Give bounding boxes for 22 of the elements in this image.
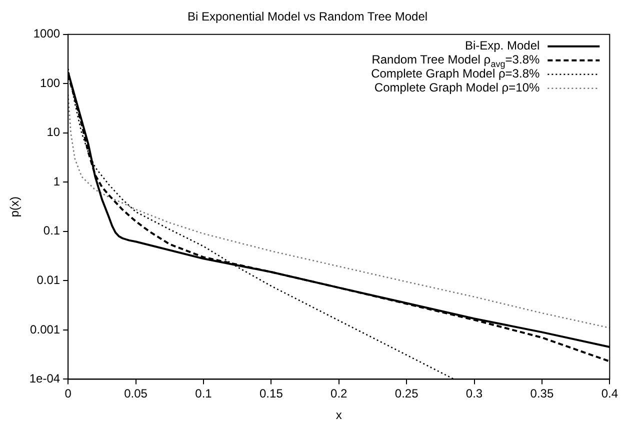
y-tick-label: 0.01 xyxy=(36,273,60,287)
y-tick-label: 10 xyxy=(46,125,60,140)
x-tick-label: 0.1 xyxy=(195,386,212,401)
x-tick-label: 0.05 xyxy=(124,386,148,401)
x-tick-label: 0.15 xyxy=(260,386,284,401)
y-tick-label: 0.001 xyxy=(30,322,60,336)
y-tick-label: 1000 xyxy=(33,26,60,41)
y-tick-label: 100 xyxy=(40,76,60,90)
y-axis-title: p(x) xyxy=(8,196,22,218)
y-tick-label: 0.1 xyxy=(43,224,60,238)
x-tick-label: 0.2 xyxy=(330,386,348,401)
chart-title: Bi Exponential Model vs Random Tree Model xyxy=(187,10,428,24)
x-tick-label: 0.35 xyxy=(530,386,554,401)
y-tick-label: 1e-04 xyxy=(29,372,60,386)
x-tick-label: 0.25 xyxy=(394,386,419,401)
x-tick-label: 0 xyxy=(64,386,72,401)
x-tick-label: 0.3 xyxy=(466,386,483,401)
y-tick-label: 1 xyxy=(53,174,60,188)
x-axis-title: x xyxy=(336,408,342,422)
x-tick-label: 0.4 xyxy=(601,386,618,401)
legend-label: Complete Graph Model ρ=10% xyxy=(374,80,540,95)
legend-label: Bi-Exp. Model xyxy=(464,38,540,53)
